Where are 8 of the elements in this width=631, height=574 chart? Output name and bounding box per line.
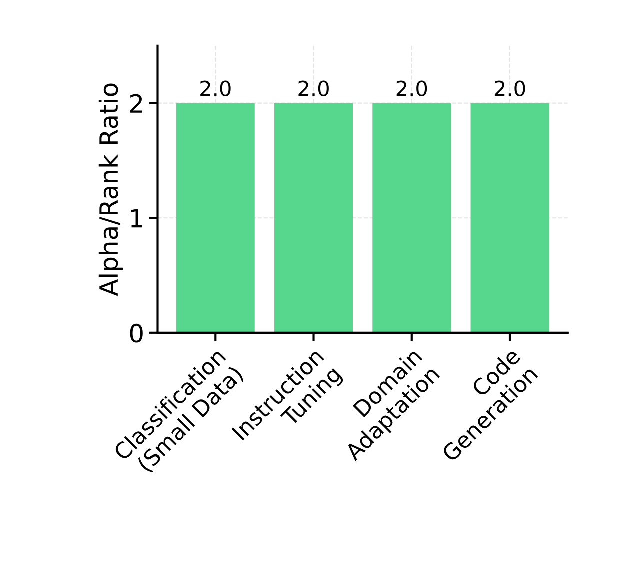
data-label: 2.0	[298, 80, 329, 97]
y-tick-label: 1	[131, 209, 142, 228]
y-tick-label: 0	[130, 324, 143, 343]
data-label: 2.0	[396, 80, 428, 97]
y-axis-title: Alpha/Rank Ratio	[98, 84, 124, 296]
data-label: 2.0	[494, 80, 526, 97]
y-tick-label: 2	[130, 94, 142, 113]
data-label: 2.0	[200, 80, 231, 97]
